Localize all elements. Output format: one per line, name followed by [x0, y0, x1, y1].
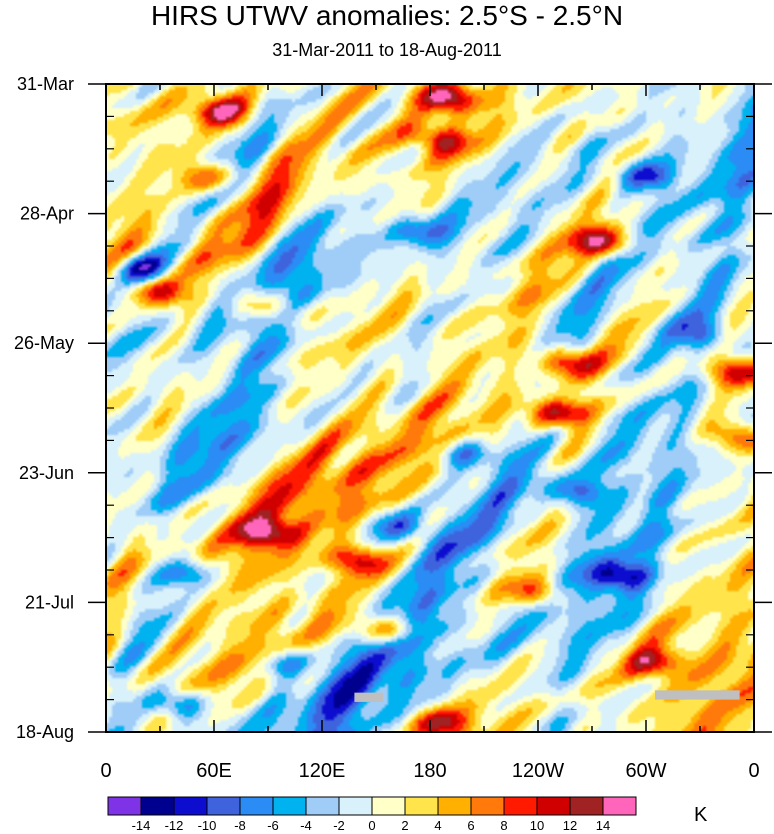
x-tick-label: 0	[100, 760, 111, 782]
y-tick-label: 21-Jul	[25, 592, 74, 612]
colorbar-label: -4	[300, 818, 312, 833]
colorbar-units: K	[694, 804, 708, 826]
chart-title: HIRS UTWV anomalies: 2.5°S - 2.5°N	[150, 0, 624, 31]
colorbar-swatch	[272, 796, 307, 816]
colorbar-swatch	[536, 796, 571, 816]
x-tick-label: 60W	[625, 760, 666, 782]
y-tick-label: 26-May	[14, 333, 74, 353]
x-tick-label: 180	[413, 760, 446, 782]
colorbar-label: -2	[333, 818, 345, 833]
axes: 0 60E 120E 180 120W 60W 0 31-Mar 28-Apr 26-May 23-…	[14, 74, 772, 782]
colorbar-swatch	[371, 796, 406, 816]
y-tick-label: 31-Mar	[17, 74, 74, 94]
colorbar-swatch	[239, 796, 274, 816]
colorbar-label: -10	[198, 818, 217, 833]
x-tick-label: 60E	[196, 760, 232, 782]
colorbar-swatch	[503, 796, 538, 816]
colorbar-label: -6	[267, 818, 279, 833]
chart-subtitle: 31-Mar-2011 to 18-Aug-2011	[272, 40, 502, 60]
x-tick-label: 120W	[512, 760, 564, 782]
colorbar-label: 0	[368, 818, 375, 833]
colorbar-swatch	[569, 796, 604, 816]
colorbar-label: -12	[165, 818, 184, 833]
plot-area	[106, 84, 754, 732]
x-tick-label: 120E	[299, 760, 346, 782]
y-tick-label: 23-Jun	[19, 463, 74, 483]
colorbar-swatch	[305, 796, 340, 816]
y-tick-label: 28-Apr	[20, 204, 74, 224]
colorbar-swatch	[173, 796, 208, 816]
colorbar-swatch	[140, 796, 175, 816]
colorbar-swatch	[404, 796, 439, 816]
colorbar-label: 6	[467, 818, 474, 833]
y-tick-label: 18-Aug	[16, 722, 74, 742]
colorbar-label: 10	[530, 818, 544, 833]
missing-data-patch	[354, 692, 384, 702]
colorbar-swatch	[470, 796, 505, 816]
colorbar-swatch	[602, 796, 637, 816]
colorbar-label: 8	[500, 818, 507, 833]
missing-data-patch	[655, 690, 740, 700]
colorbar-swatch	[437, 796, 472, 816]
x-tick-label: 0	[748, 760, 759, 782]
colorbar-swatch	[107, 796, 142, 816]
colorbar: -14 -12 -10 -8 -6 -4 -2 0 2 4 6 8 10 12 14	[107, 796, 637, 833]
anomaly-heatmap	[106, 84, 754, 732]
colorbar-label: 14	[596, 818, 610, 833]
colorbar-label: -14	[132, 818, 151, 833]
colorbar-label: 4	[434, 818, 441, 833]
colorbar-label: 12	[563, 818, 577, 833]
missing-data-layer	[354, 690, 740, 702]
colorbar-label: 2	[401, 818, 408, 833]
colorbar-swatch	[206, 796, 241, 816]
colorbar-label: -8	[234, 818, 246, 833]
colorbar-swatch	[338, 796, 373, 816]
